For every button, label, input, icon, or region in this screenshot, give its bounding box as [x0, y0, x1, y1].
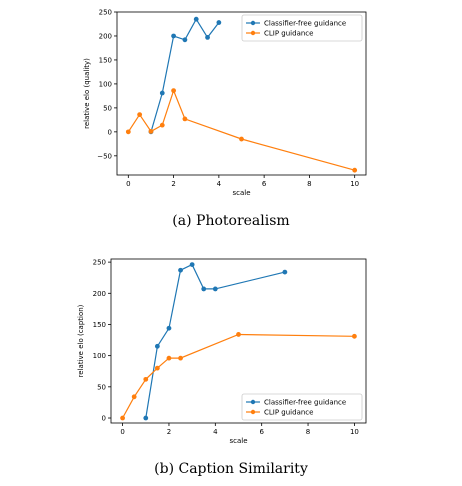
data-point-classifier-free [201, 286, 207, 292]
data-point-classifier-free [154, 343, 160, 349]
y-tick-label: 200 [93, 290, 106, 298]
data-point-clip [131, 394, 137, 400]
subfigure-caption-a: (a) Photorealism [172, 213, 290, 229]
x-tick-label: 6 [262, 180, 267, 188]
data-point-classifier-free [193, 16, 199, 22]
legend-marker-classifier-free [250, 399, 256, 405]
x-tick-label: 0 [120, 428, 124, 436]
y-tick-label: 0 [102, 415, 106, 423]
legend-box [241, 14, 363, 42]
legend-box [241, 393, 363, 421]
y-tick-label: 150 [99, 56, 112, 64]
data-point-classifier-free [205, 35, 210, 40]
data-point-classifier-free [182, 37, 188, 43]
y-tick-label: 200 [99, 32, 112, 40]
legend-marker-clip [250, 30, 256, 36]
y-tick-label: −50 [97, 152, 112, 160]
data-point-clip [171, 88, 176, 94]
series-line-clip [122, 333, 355, 419]
data-point-classifier-free [189, 262, 195, 268]
data-point-clip [236, 332, 241, 337]
x-tick-label: 8 [306, 428, 310, 436]
data-point-clip [120, 415, 125, 421]
legend-marker-clip [250, 409, 256, 415]
x-tick-label: 2 [171, 180, 175, 188]
legend-label-clip: CLIP guidance [264, 409, 313, 417]
legend-label-clip: CLIP guidance [264, 30, 313, 38]
data-point-classifier-free [216, 20, 222, 25]
subfigure-caption-b: (b) Caption Similarity [154, 461, 308, 477]
y-tick-label: 100 [99, 80, 112, 88]
y-tick-label: 0 [108, 128, 112, 136]
x-tick-label: 4 [213, 428, 218, 436]
y-tick-label: 100 [93, 352, 106, 360]
series-line-clip [127, 88, 355, 171]
y-axis-label: relative elo (quality) [83, 58, 91, 129]
y-tick-label: 250 [93, 259, 106, 267]
x-tick-label: 8 [307, 180, 311, 188]
data-point-classifier-free [143, 415, 149, 421]
data-point-classifier-free [178, 267, 183, 273]
data-point-clip [352, 167, 358, 173]
x-axis-label: scale [232, 189, 250, 197]
y-tick-label: 250 [99, 9, 112, 17]
data-point-clip [178, 355, 183, 361]
y-tick-label: 50 [103, 104, 112, 112]
chart-photorealism: 0 2 4 6 8 10 −50 0 50 100 150 200 250 scale relative e… [83, 9, 367, 197]
data-point-clip [125, 129, 131, 135]
x-tick-label: 10 [350, 428, 359, 436]
legend-label-classifier-free: Classifier-free guidance [264, 20, 346, 28]
legend-label-classifier-free: Classifier-free guidance [264, 399, 346, 407]
data-point-clip [154, 365, 160, 371]
data-point-clip [166, 355, 172, 361]
data-point-clip [148, 128, 154, 134]
y-tick-label: 50 [97, 383, 106, 391]
data-point-clip [239, 136, 244, 142]
data-point-clip [143, 376, 149, 382]
data-point-classifier-free [159, 90, 165, 96]
x-tick-label: 2 [167, 428, 171, 436]
x-axis-label: scale [229, 437, 247, 445]
legend-marker-classifier-free [250, 20, 256, 26]
data-point-clip [137, 112, 143, 117]
plot-frame [116, 11, 367, 176]
x-tick-label: 0 [126, 180, 130, 188]
data-point-clip [159, 122, 165, 128]
x-tick-label: 10 [350, 180, 359, 188]
y-tick-label: 150 [93, 321, 106, 329]
data-point-clip [182, 116, 188, 122]
data-point-classifier-free [171, 33, 176, 39]
x-tick-label: 4 [217, 180, 222, 188]
data-point-classifier-free [212, 286, 218, 292]
plot-frame [110, 258, 367, 424]
x-tick-label: 6 [259, 428, 264, 436]
y-axis-label: relative elo (caption) [77, 304, 85, 377]
data-point-classifier-free [166, 325, 172, 331]
data-point-clip [352, 333, 357, 339]
data-point-classifier-free [282, 269, 288, 275]
